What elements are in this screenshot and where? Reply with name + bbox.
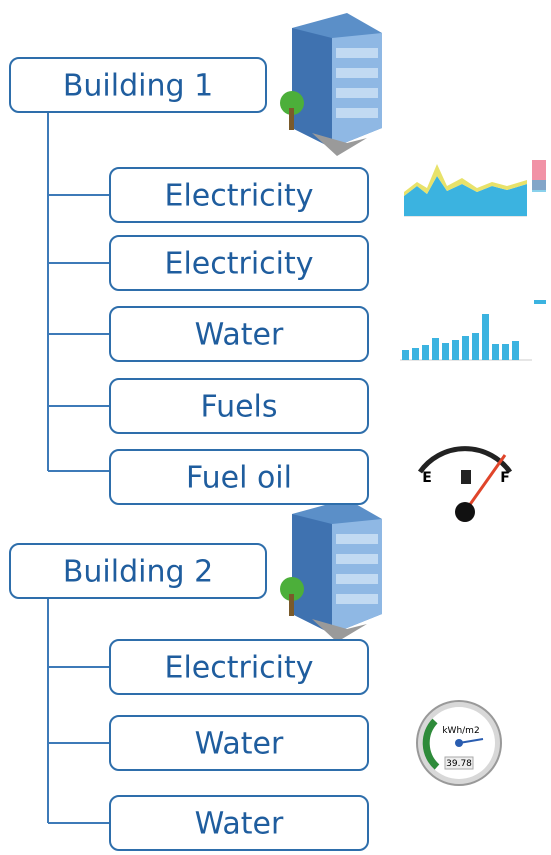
fuel-gauge: E F xyxy=(420,449,510,522)
tree-node: Electricity xyxy=(110,168,368,222)
diagram: Building 1 Electricity Electricity Water… xyxy=(0,0,551,855)
gauge-label: F xyxy=(500,470,510,486)
node-label: Building 1 xyxy=(63,69,213,104)
tree-node: Building 2 xyxy=(10,544,266,598)
building-icon xyxy=(280,499,382,642)
node-label: Fuel oil xyxy=(186,461,292,496)
chart-thumbnail xyxy=(392,156,547,236)
gauge-reading: 39.78 xyxy=(446,759,472,769)
tree-node: Water xyxy=(110,796,368,850)
tree-node: Building 1 xyxy=(10,58,266,112)
tree-node: Water xyxy=(110,716,368,770)
node-label: Water xyxy=(195,318,284,353)
node-label: Electricity xyxy=(164,247,313,282)
tree-node: Electricity xyxy=(110,236,368,290)
gauge-label: E xyxy=(422,470,432,486)
tree-node: Fuel oil xyxy=(110,450,368,504)
tree-node: Water xyxy=(110,307,368,361)
chart-thumbnail xyxy=(400,300,546,360)
node-label: Fuels xyxy=(200,390,277,425)
node-label: Building 2 xyxy=(63,555,213,590)
tree-node: Fuels xyxy=(110,379,368,433)
node-label: Water xyxy=(195,807,284,842)
connectors xyxy=(48,112,110,823)
node-label: Electricity xyxy=(164,179,313,214)
gauge-unit: kWh/m2 xyxy=(442,726,479,736)
dial-gauge: kWh/m2 39.78 xyxy=(417,701,501,785)
building-icon xyxy=(280,13,382,156)
node-label: Water xyxy=(195,727,284,762)
node-label: Electricity xyxy=(164,651,313,686)
tree-node: Electricity xyxy=(110,640,368,694)
